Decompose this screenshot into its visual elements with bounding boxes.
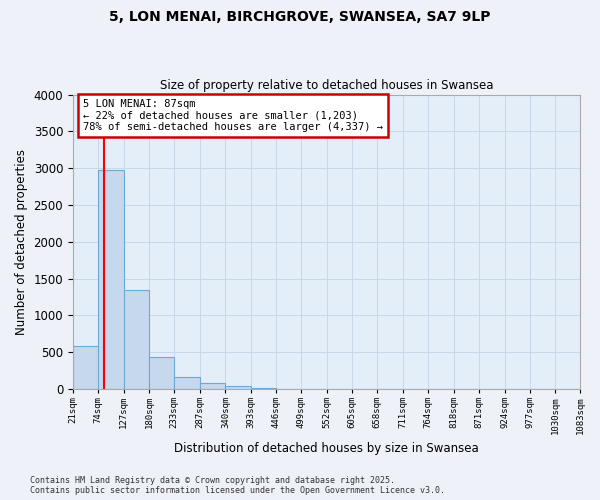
Text: 5 LON MENAI: 87sqm
← 22% of detached houses are smaller (1,203)
78% of semi-deta: 5 LON MENAI: 87sqm ← 22% of detached hou… [83,99,383,132]
Bar [251,388,276,389]
Bar [200,383,226,389]
Bar [98,170,124,389]
Bar [149,358,174,389]
Bar [124,290,149,389]
Y-axis label: Number of detached properties: Number of detached properties [15,149,28,335]
Bar [226,386,251,389]
Text: Contains HM Land Registry data © Crown copyright and database right 2025.
Contai: Contains HM Land Registry data © Crown c… [30,476,445,495]
Bar [174,378,200,389]
X-axis label: Distribution of detached houses by size in Swansea: Distribution of detached houses by size … [175,442,479,455]
Title: Size of property relative to detached houses in Swansea: Size of property relative to detached ho… [160,79,493,92]
Bar [73,346,98,389]
Text: 5, LON MENAI, BIRCHGROVE, SWANSEA, SA7 9LP: 5, LON MENAI, BIRCHGROVE, SWANSEA, SA7 9… [109,10,491,24]
